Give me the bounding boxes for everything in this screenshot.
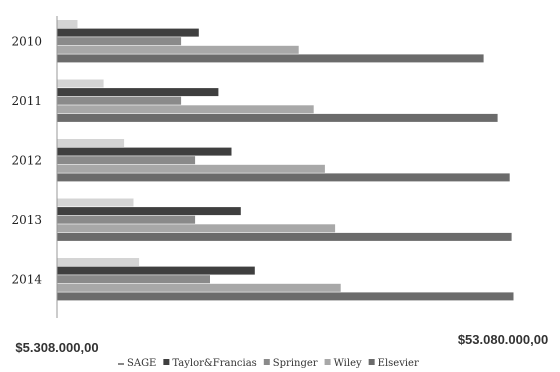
y-ticks-group: 2010 2011 2012 2013 2014 xyxy=(11,35,42,287)
legend-swatch-taylor-francias xyxy=(163,359,170,365)
bar-taylor-francias-2014 xyxy=(57,266,255,275)
y-tick-label: 2013 xyxy=(11,213,42,227)
bar-wiley-2011 xyxy=(57,105,314,114)
bar-springer-2011 xyxy=(57,96,182,105)
bar-elsevier-2011 xyxy=(57,113,498,122)
bar-wiley-2010 xyxy=(57,45,299,54)
bar-elsevier-2013 xyxy=(57,232,512,241)
bar-taylor-francias-2010 xyxy=(57,28,199,37)
bar-wiley-2012 xyxy=(57,164,325,173)
bar-elsevier-2010 xyxy=(57,54,484,63)
bar-taylor-francias-2013 xyxy=(57,207,241,216)
y-tick-label: 2011 xyxy=(11,94,42,108)
legend-swatch-elsevier xyxy=(368,359,375,365)
bar-taylor-francias-2011 xyxy=(57,88,219,97)
legend-label: Springer xyxy=(273,358,318,369)
bar-elsevier-2012 xyxy=(57,173,510,182)
legend-label: Taylor&Francias xyxy=(172,358,256,369)
bar-springer-2012 xyxy=(57,156,196,165)
x-tick-min: $5.308.000,00 xyxy=(15,340,98,355)
bar-sage-2010 xyxy=(57,20,78,28)
bar-sage-2014 xyxy=(57,258,140,266)
legend-label: Elsevier xyxy=(378,358,419,369)
bar-elsevier-2014 xyxy=(57,292,514,301)
bar-springer-2010 xyxy=(57,37,182,46)
bar-springer-2013 xyxy=(57,215,196,224)
bar-sage-2012 xyxy=(57,139,125,147)
legend-swatch-springer xyxy=(263,359,270,365)
bar-taylor-francias-2012 xyxy=(57,147,232,156)
bar-wiley-2013 xyxy=(57,224,336,233)
bar-sage-2011 xyxy=(57,79,104,88)
bar-sage-2013 xyxy=(57,198,134,207)
bar-springer-2014 xyxy=(57,275,210,284)
bars-group xyxy=(57,20,514,301)
legend: SAGE Taylor&Francias Springer Wiley Elsevier xyxy=(118,358,419,369)
bar-wiley-2014 xyxy=(57,283,341,292)
y-tick-label: 2012 xyxy=(11,154,42,168)
legend-label: Wiley xyxy=(334,358,362,369)
legend-label: SAGE xyxy=(127,358,156,369)
x-tick-max: $53.080.000,00 xyxy=(458,332,548,347)
legend-swatch-wiley xyxy=(324,359,331,365)
legend-swatch-sage xyxy=(118,363,124,365)
y-tick-label: 2014 xyxy=(11,273,42,287)
y-tick-label: 2010 xyxy=(11,35,42,49)
